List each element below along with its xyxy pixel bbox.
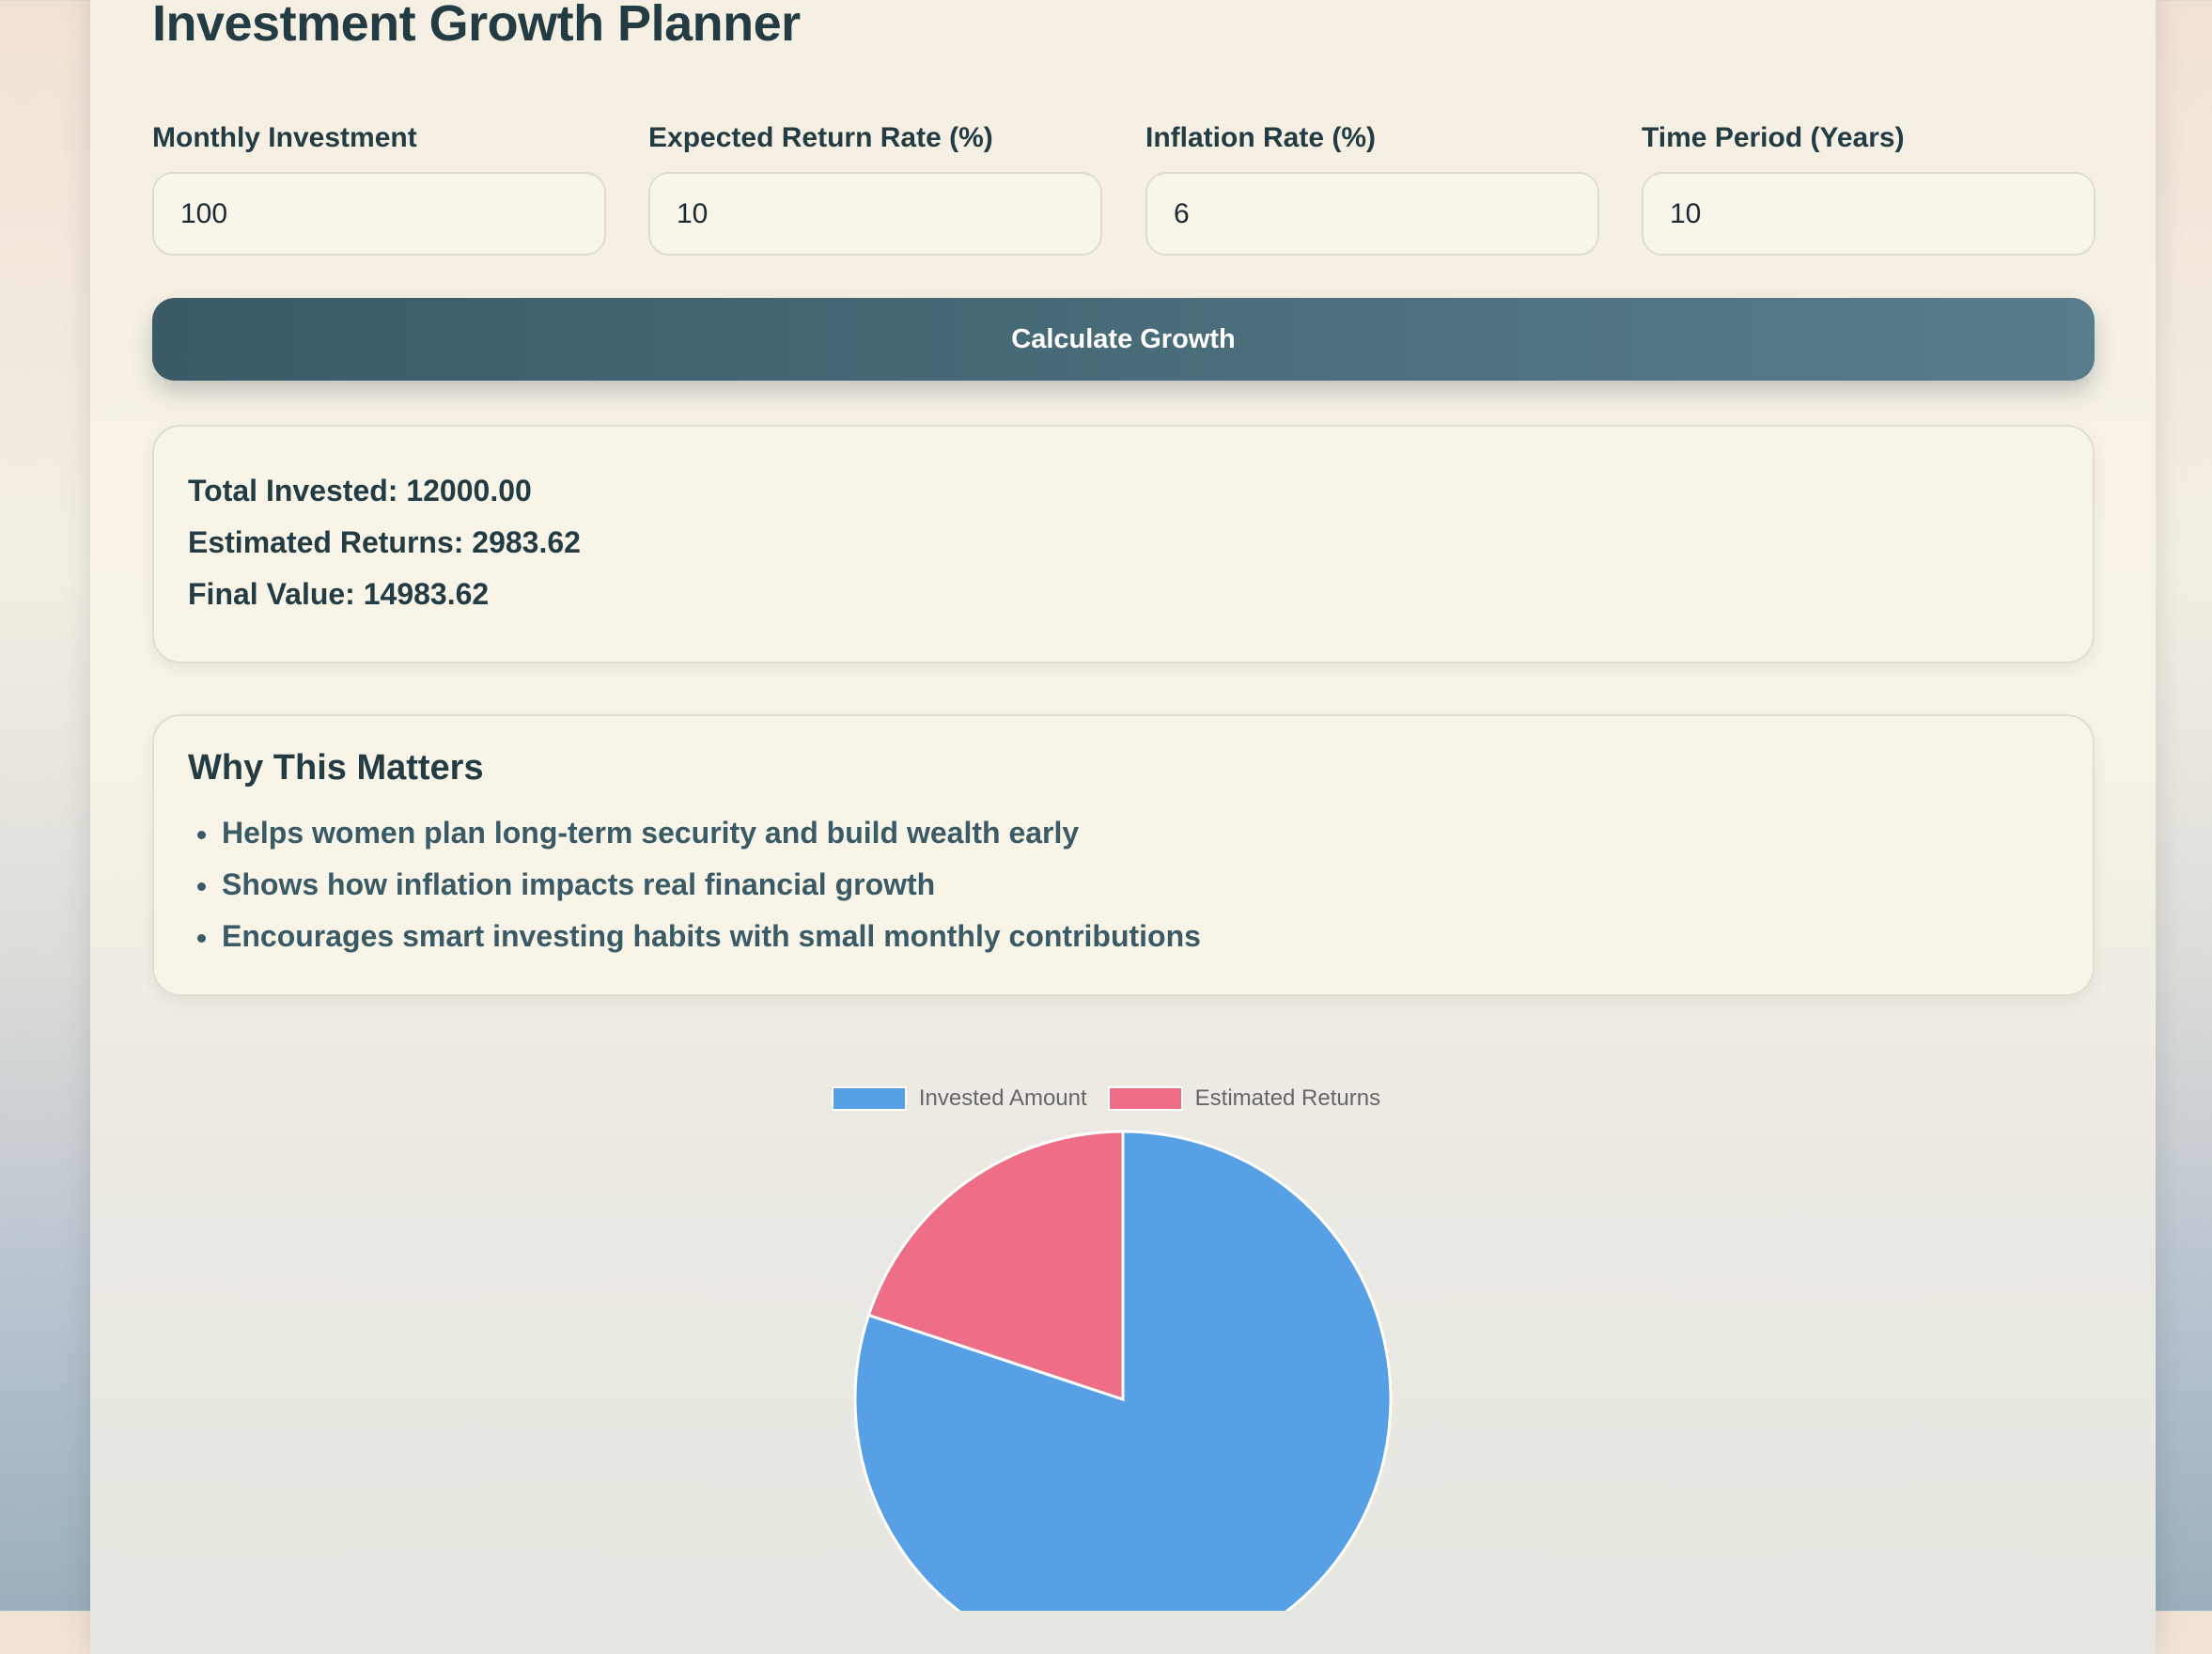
result-value: 14983.62 (363, 577, 490, 611)
result-line: Estimated Returns: 2983.62 (188, 525, 581, 560)
result-value: 2983.62 (472, 525, 581, 559)
field-label: Monthly Investment (152, 122, 417, 153)
field-label: Inflation Rate (%) (1145, 122, 1376, 153)
legend-swatch (831, 1086, 907, 1111)
result-line: Total Invested: 12000.00 (188, 474, 532, 508)
calculate-button[interactable]: Calculate Growth (152, 298, 2095, 381)
bullet (197, 934, 206, 943)
legend-item: Estimated Returns (1107, 1085, 1381, 1112)
result-line: Final Value: 14983.62 (188, 577, 489, 612)
field-input[interactable]: 10 (648, 172, 1102, 256)
why-title: Why This Matters (188, 748, 484, 788)
result-label: Final Value: (188, 577, 355, 611)
legend-label: Invested Amount (918, 1085, 1087, 1111)
results-box (152, 425, 2095, 663)
why-item: Encourages smart investing habits with s… (222, 919, 1201, 953)
legend: Invested Amount Estimated Returns (0, 1085, 2212, 1112)
legend-item: Invested Amount (831, 1085, 1087, 1112)
field-input[interactable]: 10 (1642, 172, 2095, 256)
pie-chart (853, 1130, 1393, 1611)
pie-slice (866, 1130, 1125, 1402)
field-label: Time Period (Years) (1642, 122, 1905, 153)
legend-label: Estimated Returns (1194, 1085, 1381, 1111)
result-label: Total Invested: (188, 474, 398, 507)
why-item: Helps women plan long-term security and … (222, 816, 1080, 850)
result-label: Estimated Returns: (188, 525, 464, 559)
field-input[interactable]: 6 (1145, 172, 1599, 256)
legend-swatch (1107, 1086, 1183, 1111)
bullet (197, 882, 206, 891)
page-title: Investment Growth Planner (152, 0, 801, 52)
field-input[interactable]: 100 (152, 172, 606, 256)
bullet (197, 831, 206, 839)
why-item: Shows how inflation impacts real financi… (222, 867, 936, 901)
result-value: 12000.00 (406, 474, 532, 507)
why-box (152, 714, 2095, 996)
field-label: Expected Return Rate (%) (648, 122, 993, 153)
